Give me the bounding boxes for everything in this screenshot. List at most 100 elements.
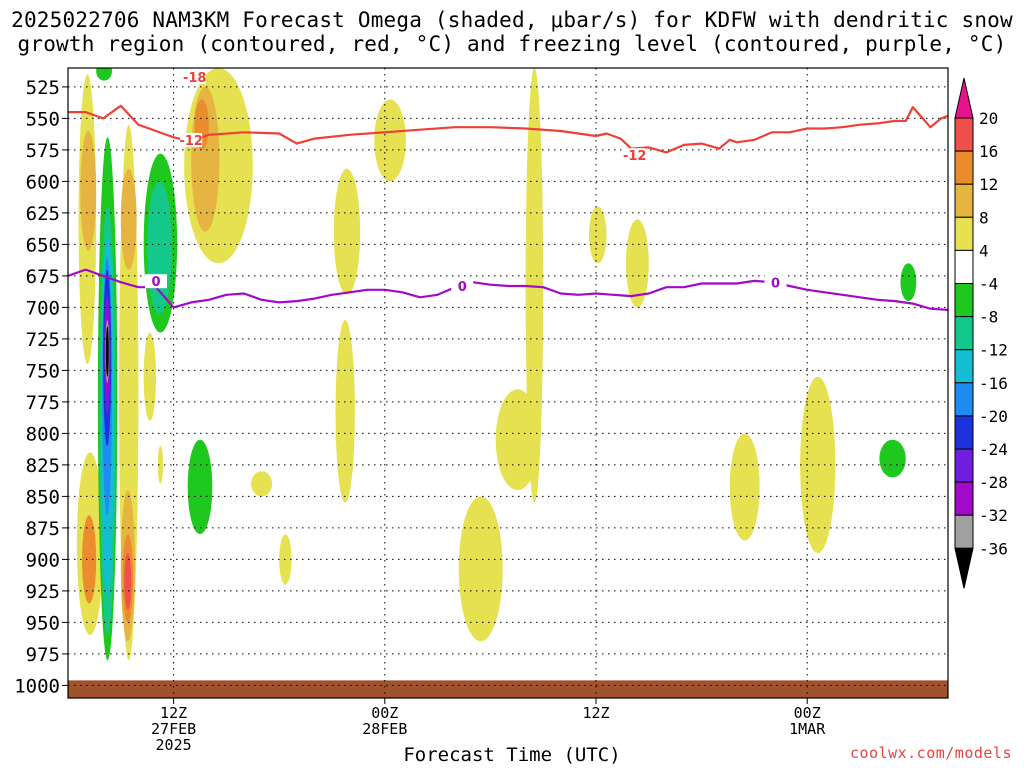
x-tick-label-48-2: 1MAR — [789, 720, 826, 738]
y-tick-label-600: 600 — [26, 171, 60, 193]
colorbar-label-10: -24 — [979, 440, 1008, 459]
colorbar-swatch-top — [954, 77, 974, 119]
plot-frame — [67, 67, 949, 699]
y-tick-label-875: 875 — [26, 518, 60, 540]
red-contour-label-1: -12 — [179, 134, 203, 149]
colorbar-label-8: -16 — [979, 374, 1008, 393]
y-tick-label-575: 575 — [26, 140, 60, 162]
y-tick-label-900: 900 — [26, 549, 60, 571]
terrain-layer — [68, 680, 948, 698]
omega-region-38 — [800, 376, 836, 554]
y-tick-label-725: 725 — [26, 329, 60, 351]
colorbar-label-2: 12 — [979, 175, 998, 194]
omega-region-40 — [187, 439, 213, 535]
y-tick-label-800: 800 — [26, 423, 60, 445]
contour-label-layer: -18 -12 -12 0 0 0 — [145, 70, 787, 295]
omega-region-29 — [374, 99, 406, 182]
y-tick-label-650: 650 — [26, 234, 60, 256]
contour-layer — [68, 104, 948, 311]
omega-shading-layer — [76, 68, 917, 661]
omega-region-41 — [879, 439, 906, 478]
colorbar-swatch-12 — [954, 481, 974, 516]
y-tick-label-525: 525 — [26, 77, 60, 99]
omega-region-10 — [157, 446, 164, 484]
colorbar-swatch-bottom — [954, 547, 974, 589]
red-contour-label-2: -12 — [623, 149, 647, 164]
colorbar-swatch-7 — [954, 316, 974, 351]
omega-region-32 — [458, 496, 503, 642]
y-axis: 525 550 575 600 625 650 675 700 725 750 775 800 825 8… — [14, 77, 68, 697]
omega-region-42 — [900, 263, 917, 302]
chart-title-line-1: 2025022706 NAM3KM Forecast Omega (shaded… — [11, 8, 1013, 32]
omega-region-19 — [105, 326, 109, 377]
omega-region-31 — [495, 389, 540, 491]
x-tick-label-24-2: 28FEB — [362, 720, 407, 738]
omega-region-36 — [625, 219, 649, 308]
omega-region-9 — [143, 332, 156, 421]
x-tick-label-12-1: 12Z — [160, 704, 187, 722]
colorbar-swatch-1 — [954, 117, 974, 152]
colorbar-swatch-2 — [954, 150, 974, 185]
colorbar-swatch-5 — [954, 249, 974, 284]
colorbar-label-7: -12 — [979, 341, 1008, 360]
colorbar-swatch-13 — [954, 514, 974, 549]
y-tick-label-625: 625 — [26, 203, 60, 225]
colorbar-swatch-8 — [954, 349, 974, 384]
y-tick-label-975: 975 — [26, 644, 60, 666]
purple-contour-label-bg-0 — [145, 274, 167, 289]
y-tick-label-700: 700 — [26, 297, 60, 319]
omega-region-21 — [147, 181, 172, 314]
colorbar-label-4: 4 — [979, 241, 989, 260]
colorbar-label-0: 20 — [979, 109, 998, 128]
omega-region-3 — [82, 515, 97, 604]
colorbar-label-3: 8 — [979, 208, 989, 227]
purple-contour-label-bg-2 — [764, 275, 787, 290]
omega-region-30 — [525, 68, 544, 503]
red-contour-label-bg-1 — [180, 133, 203, 148]
omega-region-22 — [96, 68, 112, 81]
colorbar-swatch-11 — [954, 448, 974, 483]
omega-region-28 — [335, 320, 355, 503]
red-contour-label-0: -18 — [183, 71, 207, 86]
y-tick-label-850: 850 — [26, 486, 60, 508]
omega-region-33 — [251, 471, 273, 497]
chart-title-line-2: growth region (contoured, red, °C) and f… — [17, 32, 1007, 56]
omega-region-5 — [120, 168, 137, 270]
purple-contour-label-0: 0 — [151, 275, 160, 290]
omega-region-37 — [729, 433, 760, 541]
y-tick-label-950: 950 — [26, 612, 60, 634]
omega-region-27 — [333, 168, 361, 295]
red-contour-line — [68, 104, 948, 154]
y-tick-label-925: 925 — [26, 581, 60, 603]
colorbar: 20 16 12 8 4 -4 -8 -12 -16 -20 -24 -28 -32 -36 — [954, 77, 1008, 589]
terrain-fill — [68, 680, 948, 698]
red-contour-label-bg-2 — [623, 148, 646, 163]
colorbar-label-12: -32 — [979, 506, 1008, 525]
purple-contour-line — [68, 268, 948, 311]
x-tick-label-48-1: 00Z — [794, 704, 821, 722]
y-tick-label-750: 750 — [26, 360, 60, 382]
colorbar-label-5: -4 — [979, 275, 998, 294]
omega-region-2 — [80, 131, 97, 251]
purple-contour-label-1: 0 — [458, 280, 467, 295]
colorbar-label-1: 16 — [979, 142, 998, 161]
x-tick-label-12-3: 2025 — [156, 736, 192, 754]
colorbar-label-9: -20 — [979, 407, 1008, 426]
purple-contour-label-2: 0 — [771, 276, 780, 291]
omega-region-8 — [124, 553, 132, 610]
y-tick-label-825: 825 — [26, 455, 60, 477]
x-tick-label-12-2: 27FEB — [151, 720, 196, 738]
purple-contour-label-bg-1 — [451, 279, 474, 294]
x-tick-label-36-1: 12Z — [582, 704, 609, 722]
colorbar-swatch-3 — [954, 183, 974, 218]
colorbar-label-11: -28 — [979, 473, 1008, 492]
y-tick-label-1000: 1000 — [14, 675, 60, 697]
colorbar-swatch-4 — [954, 216, 974, 251]
colorbar-label-13: -36 — [979, 539, 1008, 558]
x-axis-title: Forecast Time (UTC) — [403, 744, 621, 766]
grid-layer — [68, 68, 948, 698]
omega-region-26 — [226, 124, 244, 213]
red-contour-label-bg-0 — [183, 70, 206, 85]
